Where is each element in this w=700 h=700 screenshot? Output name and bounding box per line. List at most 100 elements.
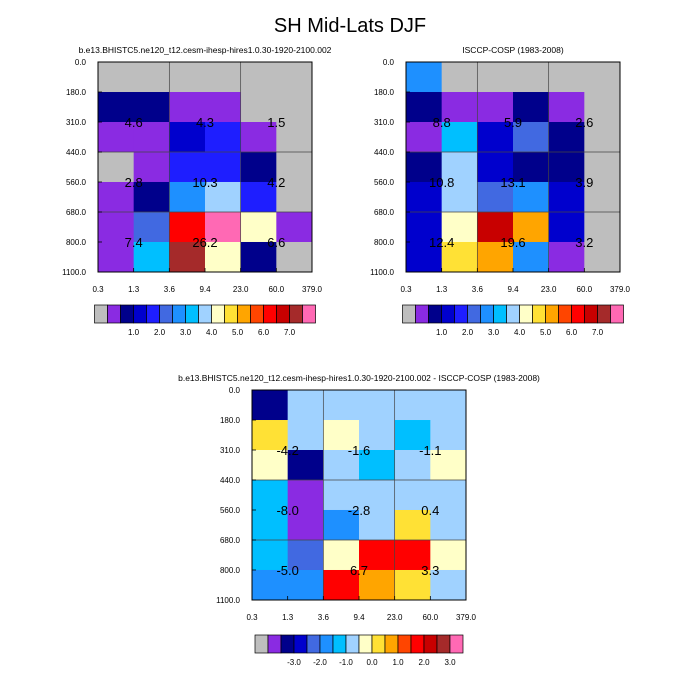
panel-title: b.e13.BHISTC5.ne120_t12.cesm-ihesp-hires… xyxy=(79,45,332,55)
grid-value-label: 6.7 xyxy=(350,563,368,578)
heatmap-cell xyxy=(430,450,467,481)
y-tick-label: 180.0 xyxy=(220,416,241,425)
grid-value-label: -1.6 xyxy=(348,443,370,458)
heatmap-cell xyxy=(584,212,621,243)
heatmap-cell xyxy=(430,540,467,571)
heatmap-cell xyxy=(169,152,206,183)
x-tick-label: 1.3 xyxy=(436,285,448,294)
heatmap-cell xyxy=(406,181,443,213)
heatmap-cell xyxy=(276,62,313,93)
y-tick-label: 800.0 xyxy=(220,566,241,575)
heatmap-cell xyxy=(513,92,550,123)
grid-value-label: 3.9 xyxy=(575,175,593,190)
colorbar-box xyxy=(267,634,282,654)
heatmap-cell xyxy=(513,181,550,213)
heatmap-cell xyxy=(406,152,443,183)
heatmap-cell xyxy=(584,152,621,183)
heatmap-cell xyxy=(133,241,170,273)
heatmap-cell xyxy=(240,241,277,273)
colorbar-box xyxy=(280,634,295,654)
y-tick-label: 560.0 xyxy=(66,178,87,187)
colorbar-box xyxy=(558,304,572,324)
x-tick-label: 23.0 xyxy=(233,285,249,294)
heatmap-cell xyxy=(394,480,431,511)
heatmap-cell xyxy=(252,480,289,511)
heatmap-cell xyxy=(359,420,396,451)
colorbar-label: 6.0 xyxy=(258,328,270,337)
heatmap-cell xyxy=(441,212,478,243)
heatmap-cell xyxy=(240,92,277,123)
colorbar-label: 2.0 xyxy=(154,328,166,337)
colorbar-box xyxy=(358,634,373,654)
heatmap-cell xyxy=(133,92,170,123)
grid-value-label: 10.8 xyxy=(429,175,454,190)
heatmap-cell xyxy=(240,152,277,183)
y-tick-label: 680.0 xyxy=(374,208,395,217)
colorbar-box xyxy=(371,634,386,654)
x-tick-label: 60.0 xyxy=(269,285,285,294)
x-tick-label: 60.0 xyxy=(423,613,439,622)
heatmap-cell xyxy=(323,509,360,541)
y-tick-label: 310.0 xyxy=(66,118,87,127)
heatmap-cell xyxy=(169,122,206,153)
heatmap-cell xyxy=(477,181,514,213)
heatmap-cell xyxy=(98,122,135,153)
x-tick-label: 0.3 xyxy=(400,285,412,294)
colorbar-label: 1.0 xyxy=(392,658,404,667)
colorbar-box xyxy=(532,304,546,324)
heatmap-cell xyxy=(133,62,170,93)
panel-title: b.e13.BHISTC5.ne120_t12.cesm-ihesp-hires… xyxy=(178,373,540,383)
x-tick-label: 1.3 xyxy=(282,613,294,622)
y-tick-label: 0.0 xyxy=(229,386,241,395)
heatmap-cell xyxy=(394,540,431,571)
y-tick-label: 310.0 xyxy=(220,446,241,455)
heatmap-panel-3: b.e13.BHISTC5.ne120_t12.cesm-ihesp-hires… xyxy=(178,373,540,667)
grid-value-label: 3.3 xyxy=(421,563,439,578)
x-tick-label: 3.6 xyxy=(318,613,330,622)
heatmap-cell xyxy=(323,480,360,511)
y-tick-label: 680.0 xyxy=(66,208,87,217)
colorbar-box xyxy=(584,304,598,324)
heatmap-cell xyxy=(477,62,514,93)
colorbar-box xyxy=(571,304,585,324)
heatmap-cell xyxy=(252,390,289,421)
colorbar-box xyxy=(276,304,290,324)
grid-value-label: 19.6 xyxy=(500,235,525,250)
heatmap-cell xyxy=(441,92,478,123)
heatmap-cell xyxy=(98,181,135,213)
heatmap-cell xyxy=(477,152,514,183)
heatmap-panel-2: ISCCP-COSP (1983-2008) 0.3 1.3 3.6 9.4 23.0 60… xyxy=(370,45,630,337)
x-tick-label: 379.0 xyxy=(456,613,477,622)
grid-value-label: 4.3 xyxy=(196,115,214,130)
grid-value-label: -4.2 xyxy=(276,443,298,458)
grid-value-label: 7.4 xyxy=(125,235,143,250)
heatmap-cell xyxy=(584,241,621,273)
heatmap-cell xyxy=(252,450,289,481)
heatmap-cell xyxy=(441,122,478,153)
heatmap-cell xyxy=(252,420,289,451)
grid-value-label: 8.8 xyxy=(433,115,451,130)
y-tick-label: 800.0 xyxy=(374,238,395,247)
heatmap-cell xyxy=(441,181,478,213)
colorbar-box xyxy=(467,304,481,324)
colorbar-label: 3.0 xyxy=(444,658,456,667)
heatmap-cell xyxy=(548,62,585,93)
heatmap-cell xyxy=(240,181,277,213)
heatmap-cell xyxy=(169,181,206,213)
x-tick-label: 0.3 xyxy=(246,613,258,622)
heatmap-cell xyxy=(169,212,206,243)
heatmap-cell xyxy=(98,241,135,273)
colorbar-box xyxy=(397,634,412,654)
x-tick-label: 1.3 xyxy=(128,285,140,294)
y-tick-label: 0.0 xyxy=(75,58,87,67)
x-tick-label: 3.6 xyxy=(164,285,176,294)
colorbar-box xyxy=(224,304,238,324)
heatmap-cell xyxy=(205,62,242,93)
colorbar-label: 3.0 xyxy=(180,328,192,337)
grid-value-label: -5.0 xyxy=(276,563,298,578)
colorbar-box xyxy=(211,304,225,324)
heatmap-cell xyxy=(287,450,324,481)
y-tick-label: 800.0 xyxy=(66,238,87,247)
colorbar-label: 7.0 xyxy=(284,328,296,337)
heatmap-cell xyxy=(205,241,242,273)
